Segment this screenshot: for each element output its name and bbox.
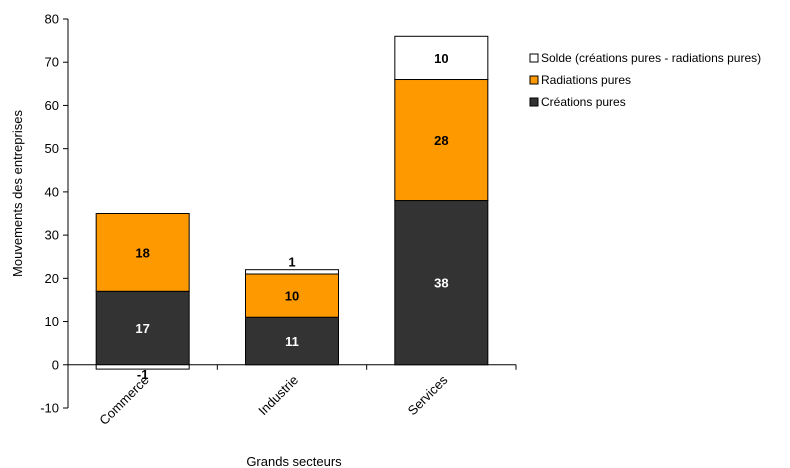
data-label: 10 bbox=[285, 289, 299, 304]
y-tick-label: 60 bbox=[45, 98, 59, 113]
data-label: 18 bbox=[135, 245, 149, 260]
bar-segment bbox=[245, 269, 339, 275]
legend-label: Solde (créations pures - radiations pure… bbox=[541, 51, 761, 65]
bar-segment bbox=[245, 273, 339, 318]
data-label: 11 bbox=[285, 334, 299, 349]
bar-segment bbox=[95, 213, 190, 292]
y-axis: -10 0 10 20 30 40 50 60 70 80 bbox=[40, 12, 69, 416]
bars bbox=[95, 35, 489, 370]
category-label: Industrie bbox=[255, 372, 301, 418]
data-label: -1 bbox=[137, 367, 149, 382]
x-axis: Commerce Industrie Services bbox=[67, 364, 517, 428]
bar-segment bbox=[394, 79, 489, 202]
bar-segment bbox=[95, 364, 190, 370]
legend-label: Créations pures bbox=[541, 95, 626, 109]
y-tick-label: 30 bbox=[45, 228, 59, 243]
y-axis-title: Mouvements des entreprises bbox=[10, 110, 25, 277]
y-tick-label: 20 bbox=[45, 271, 59, 286]
legend-swatch bbox=[529, 97, 539, 107]
bar-segment bbox=[245, 316, 339, 366]
data-label: 10 bbox=[434, 51, 448, 66]
legend-label: Radiations pures bbox=[541, 73, 631, 87]
bar-segment bbox=[394, 200, 489, 366]
bar-segment bbox=[394, 35, 489, 81]
y-tick-label: 70 bbox=[45, 55, 59, 70]
data-label: 38 bbox=[434, 276, 448, 291]
y-tick-label: 0 bbox=[52, 357, 59, 372]
legend-swatch bbox=[529, 53, 539, 63]
category-label: Services bbox=[405, 372, 451, 418]
data-label: 28 bbox=[434, 133, 448, 148]
y-tick-label: 50 bbox=[45, 141, 59, 156]
y-tick-label: 10 bbox=[45, 314, 59, 329]
legend-swatch bbox=[529, 75, 539, 85]
x-axis-title: Grands secteurs bbox=[246, 454, 342, 468]
y-tick-label: 80 bbox=[45, 12, 59, 27]
data-labels: 17 18 -1 11 10 1 38 28 10 bbox=[135, 51, 448, 382]
legend: Solde (créations pures - radiations pure… bbox=[529, 51, 761, 109]
y-tick-label: -10 bbox=[40, 401, 59, 416]
y-tick-label: 40 bbox=[45, 184, 59, 199]
data-label: 17 bbox=[135, 321, 149, 336]
data-label: 1 bbox=[288, 255, 295, 270]
